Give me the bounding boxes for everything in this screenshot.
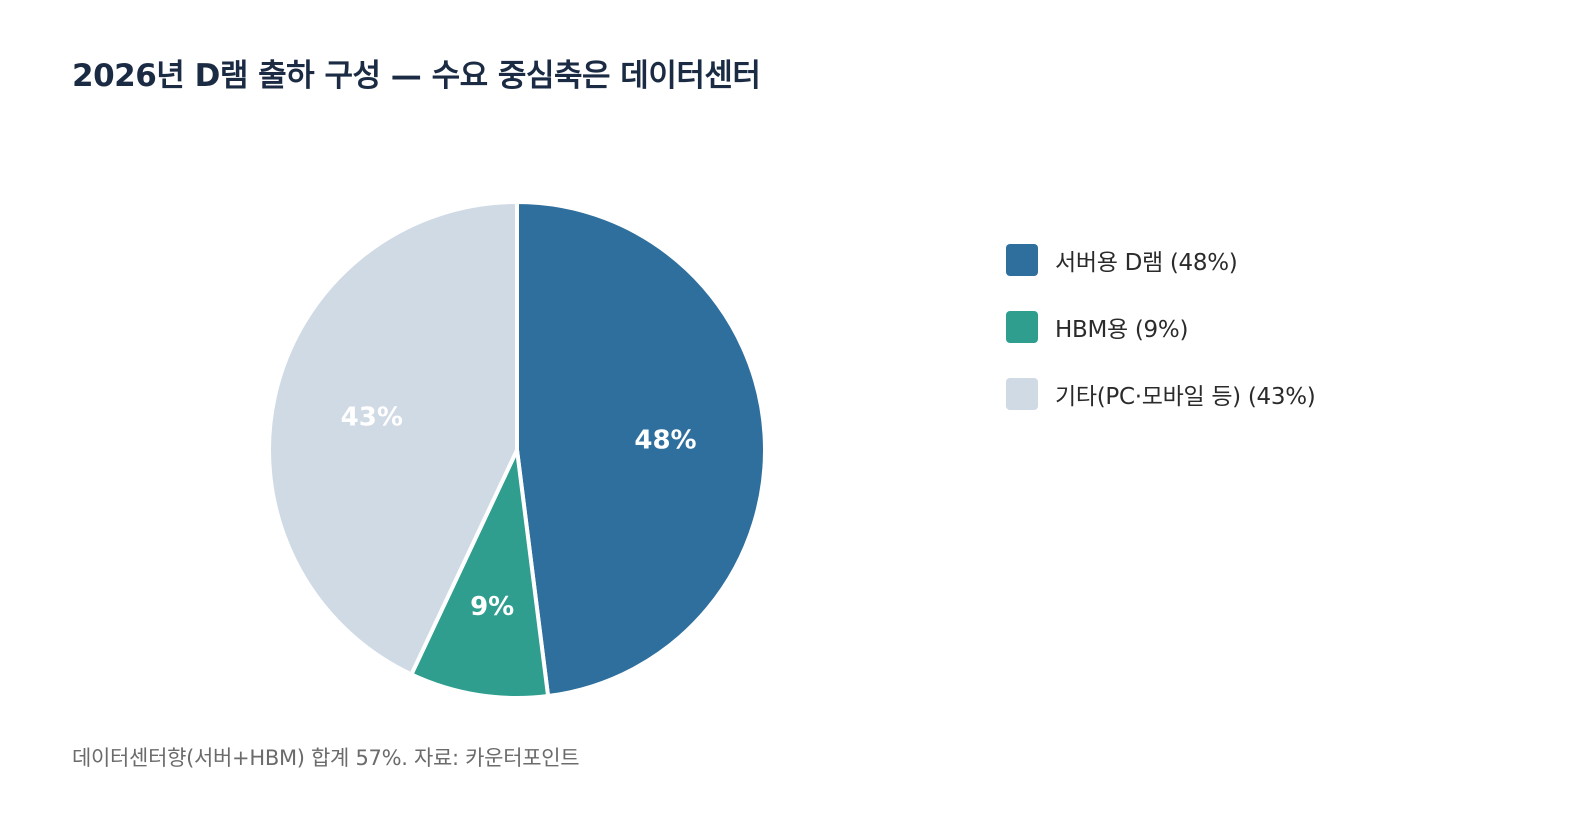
pie-slices: [267, 200, 767, 700]
pie-label-server: 48%: [634, 426, 696, 456]
legend-item-hbm: HBM용 (9%): [1006, 310, 1315, 344]
legend-swatch-other: [1006, 378, 1038, 410]
legend-swatch-hbm: [1006, 311, 1038, 343]
legend-item-server: 서버용 D램 (48%): [1006, 243, 1315, 277]
legend-swatch-server: [1006, 244, 1038, 276]
source-footnote: 데이터센터향(서버+HBM) 합계 57%. 자료: 카운터포인트: [72, 746, 580, 770]
legend-label-other: 기타(PC·모바일 등) (43%): [1055, 384, 1316, 410]
legend: 서버용 D램 (48%) HBM용 (9%) 기타(PC·모바일 등) (43%…: [1006, 243, 1316, 444]
pie-label-hbm: 9%: [470, 592, 514, 622]
pie-slice-other: [267, 200, 519, 677]
pie-label-other: 43%: [341, 403, 403, 433]
pie-slice-hbm: [409, 448, 551, 700]
legend-item-other: 기타(PC·모바일 등) (43%): [1006, 377, 1316, 411]
pie-slice-labels: 48% 9% 43%: [341, 403, 697, 622]
pie-slice-server: [515, 200, 767, 699]
legend-label-hbm: HBM용 (9%): [1055, 317, 1189, 343]
chart-title: 2026년 D램 출하 구성 — 수요 중심축은 데이터센터: [72, 58, 761, 94]
legend-label-server: 서버용 D램 (48%): [1055, 250, 1238, 276]
